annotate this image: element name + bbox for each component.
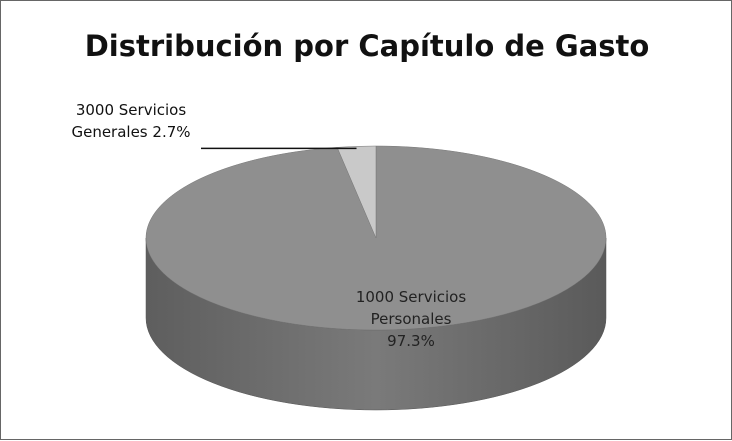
value-label: 97.3% — [387, 332, 435, 350]
chart-title: Distribución por Capítulo de Gasto — [84, 29, 650, 63]
category-label: 3000 Servicios Generales — [71, 101, 187, 141]
pie-slice — [336, 145, 377, 239]
category-label: 1000 Servicios Personales — [355, 288, 467, 328]
slice-label: 1000 Servicios Personales 97.3% — [346, 286, 476, 352]
slice-label: 3000 Servicios Generales 2.7% — [61, 99, 201, 143]
value-label: 2.7% — [152, 123, 191, 141]
